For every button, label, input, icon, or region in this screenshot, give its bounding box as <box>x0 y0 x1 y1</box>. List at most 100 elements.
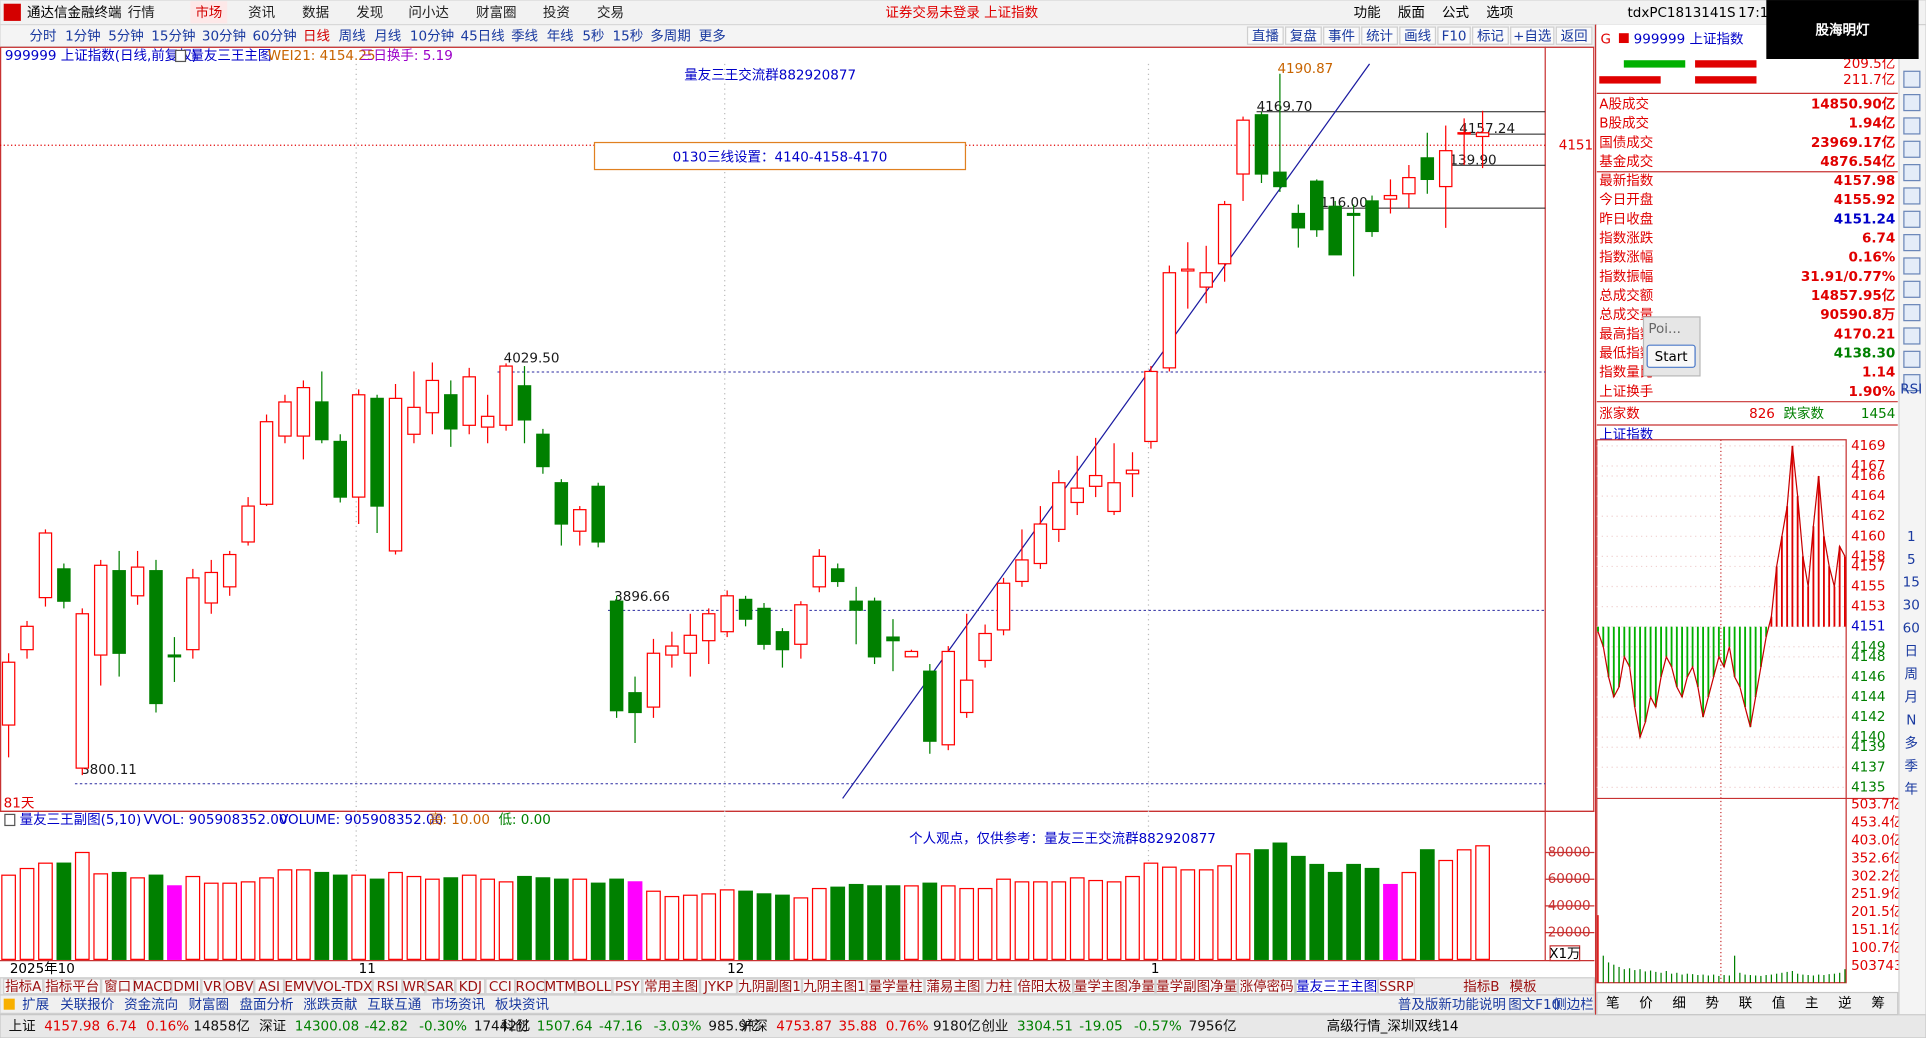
indicator-tab[interactable]: MACD <box>133 979 173 995</box>
top-right-menu[interactable]: 公式 <box>1442 5 1470 21</box>
side-icon[interactable] <box>1903 234 1921 252</box>
side-icon[interactable] <box>1903 374 1921 392</box>
indicator-tab[interactable]: 常用主图 <box>644 979 698 995</box>
indicator-tab[interactable]: 九阴副图1 <box>738 979 801 995</box>
side-button[interactable]: 30 <box>1903 598 1920 614</box>
period-button[interactable]: 日线 <box>303 28 330 44</box>
period-button[interactable]: 30分钟 <box>202 27 246 44</box>
side-icon[interactable] <box>1903 210 1921 228</box>
function-tab[interactable]: 关联报价 <box>60 997 114 1013</box>
menu-item[interactable]: 发现 <box>356 5 383 21</box>
top-right-menu[interactable]: 选项 <box>1486 5 1513 21</box>
function-tab[interactable]: 普及版新功能说明 <box>1398 997 1506 1013</box>
action-button[interactable]: +自选 <box>1513 28 1552 44</box>
indicator-tab[interactable]: DMI <box>173 979 199 995</box>
side-icon[interactable] <box>1903 280 1921 298</box>
function-tab[interactable]: 涨跌贡献 <box>303 997 357 1013</box>
indicator-tab[interactable]: 蒲易主图 <box>926 979 980 995</box>
indicator-tab[interactable]: 模板 <box>1510 979 1538 995</box>
menu-item[interactable]: 数据 <box>302 5 329 21</box>
function-tab[interactable]: 市场资讯 <box>431 996 485 1013</box>
indicator-tab[interactable]: 涨停密码 <box>1240 978 1294 995</box>
indicator-tab[interactable]: ASI <box>258 979 280 995</box>
side-icon[interactable] <box>1903 187 1921 205</box>
right-tab[interactable]: 筹 <box>1871 995 1885 1012</box>
menu-item[interactable]: 财富圈 <box>476 4 517 21</box>
indicator-tab[interactable]: 量学主图净量 <box>1074 979 1155 995</box>
function-tab[interactable]: 盘面分析 <box>240 996 294 1013</box>
side-icon[interactable] <box>1903 304 1921 322</box>
right-tab[interactable]: 价 <box>1639 996 1653 1012</box>
action-button[interactable]: 返回 <box>1561 28 1588 44</box>
period-button[interactable]: 10分钟 <box>410 27 454 44</box>
side-button[interactable]: 周 <box>1905 667 1919 683</box>
function-tab[interactable]: 互联互通 <box>367 997 421 1013</box>
right-tab[interactable]: 逆 <box>1838 996 1852 1012</box>
action-button[interactable]: F10 <box>1442 28 1467 44</box>
period-button[interactable]: 周线 <box>339 28 366 44</box>
side-button[interactable]: 月 <box>1905 690 1919 706</box>
menu-item[interactable]: 行情 <box>128 5 155 21</box>
side-button[interactable]: N <box>1906 713 1916 729</box>
function-tab[interactable]: 图文F10 <box>1508 997 1560 1013</box>
side-button[interactable]: 季 <box>1905 759 1919 775</box>
indicator-tab[interactable]: EMV <box>284 979 314 995</box>
right-tab[interactable]: 主 <box>1805 996 1818 1012</box>
period-button[interactable]: 多周期 <box>650 27 691 44</box>
indicator-tab[interactable]: ROC <box>516 979 545 995</box>
indicator-tab[interactable]: VR <box>203 979 222 995</box>
indicator-tab[interactable]: SSRP <box>1379 979 1414 995</box>
side-icon[interactable] <box>1903 140 1921 158</box>
period-button[interactable]: 15分钟 <box>151 27 195 44</box>
indicator-tab[interactable]: 力柱 <box>985 979 1012 995</box>
indicator-tab[interactable]: JYKP <box>703 979 733 995</box>
side-icon[interactable] <box>1903 350 1921 368</box>
period-button[interactable]: 45日线 <box>460 28 504 44</box>
function-tab[interactable]: 资金流向 <box>124 997 178 1013</box>
indicator-tab[interactable]: KDJ <box>459 979 482 995</box>
side-button[interactable]: 60 <box>1903 621 1920 637</box>
indicator-tab[interactable]: CCI <box>489 979 512 995</box>
period-button[interactable]: 月线 <box>374 28 401 44</box>
indicator-tab[interactable]: VOL-TDX <box>314 979 372 995</box>
right-tab[interactable]: 笔 <box>1606 996 1619 1012</box>
indicator-tab[interactable]: 指标A <box>5 979 42 995</box>
function-tab[interactable]: 扩展 <box>22 997 49 1013</box>
indicator-tab[interactable]: RSI <box>377 979 399 995</box>
indicator-tab[interactable]: WR <box>403 979 426 995</box>
indicator-tab[interactable]: 量友三王主图 <box>1296 979 1377 995</box>
indicator-tab[interactable]: 九阴主图1 <box>803 979 866 995</box>
indicator-tab[interactable]: 指标B <box>1463 979 1499 995</box>
start-button[interactable] <box>1646 344 1696 368</box>
side-icon[interactable] <box>1903 164 1921 182</box>
period-button[interactable]: 5分钟 <box>108 27 144 44</box>
right-tab[interactable]: 细 <box>1672 996 1685 1012</box>
indicator-tab[interactable]: 窗口 <box>104 978 131 995</box>
top-right-menu[interactable]: 功能 <box>1354 5 1381 21</box>
menu-item[interactable]: 问小达 <box>408 5 449 21</box>
side-button[interactable]: 15 <box>1903 575 1920 591</box>
indicator-tab[interactable]: OBV <box>225 979 254 995</box>
side-button[interactable]: 1 <box>1907 529 1916 545</box>
side-button[interactable]: 年 <box>1905 781 1919 797</box>
period-button[interactable]: 60分钟 <box>252 27 296 44</box>
period-button[interactable]: 1分钟 <box>65 27 101 44</box>
period-button[interactable]: 更多 <box>699 27 726 44</box>
action-button[interactable]: 直播 <box>1252 28 1280 44</box>
action-button[interactable]: 标记 <box>1477 28 1504 44</box>
period-button[interactable]: 5秒 <box>582 28 604 44</box>
period-button[interactable]: 15秒 <box>613 28 644 44</box>
function-tab[interactable]: 侧边栏 <box>1553 997 1593 1013</box>
action-button[interactable]: 统计 <box>1366 28 1393 44</box>
period-button[interactable]: 分时 <box>29 28 56 44</box>
side-icon[interactable] <box>1903 257 1921 275</box>
period-button[interactable]: 季线 <box>511 28 538 44</box>
side-icon[interactable] <box>1903 94 1921 112</box>
side-button[interactable]: 日 <box>1905 644 1919 660</box>
function-tab[interactable]: 板块资讯 <box>495 997 549 1013</box>
function-tab[interactable]: 财富圈 <box>189 996 230 1013</box>
right-tab[interactable]: 值 <box>1772 996 1785 1012</box>
side-button[interactable]: RSI <box>1900 381 1922 397</box>
action-button[interactable]: 复盘 <box>1290 27 1317 44</box>
indicator-tab[interactable]: 指标平台 <box>45 979 99 995</box>
